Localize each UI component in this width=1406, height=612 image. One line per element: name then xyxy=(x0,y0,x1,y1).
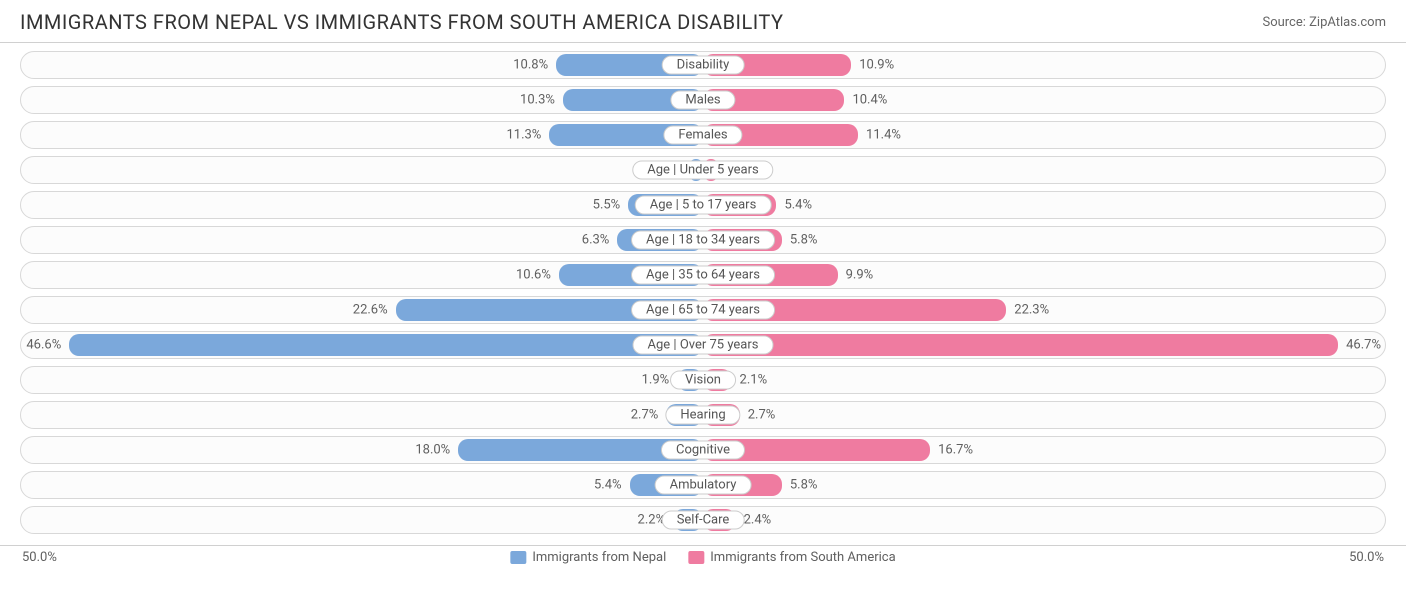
chart-row: 2.7% 2.7% Hearing xyxy=(20,401,1386,429)
category-label: Age | Under 5 years xyxy=(632,161,773,180)
legend-item-nepal: Immigrants from Nepal xyxy=(510,550,666,565)
category-label: Cognitive xyxy=(661,441,745,460)
value-left: 22.6% xyxy=(353,303,388,318)
value-right: 46.7% xyxy=(1346,338,1381,353)
chart-row: 5.4% 5.8% Ambulatory xyxy=(20,471,1386,499)
value-left: 10.8% xyxy=(513,58,548,73)
category-label: Females xyxy=(663,126,742,145)
value-left: 10.6% xyxy=(516,268,551,283)
chart-header: IMMIGRANTS FROM NEPAL VS IMMIGRANTS FROM… xyxy=(0,0,1406,42)
chart-row: 5.5% 5.4% Age | 5 to 17 years xyxy=(20,191,1386,219)
chart-footer: 50.0% Immigrants from Nepal Immigrants f… xyxy=(0,546,1406,565)
chart-row: 10.6% 9.9% Age | 35 to 64 years xyxy=(20,261,1386,289)
chart-row: 46.6% 46.7% Age | Over 75 years xyxy=(20,331,1386,359)
legend-label: Immigrants from South America xyxy=(710,550,895,565)
value-right: 2.1% xyxy=(740,373,768,388)
bar-right xyxy=(703,334,1338,356)
value-left: 18.0% xyxy=(415,443,450,458)
value-left: 46.6% xyxy=(26,338,61,353)
value-right: 5.4% xyxy=(784,198,812,213)
category-label: Males xyxy=(670,91,735,110)
value-left: 10.3% xyxy=(520,93,555,108)
legend: Immigrants from Nepal Immigrants from So… xyxy=(510,550,895,565)
category-label: Ambulatory xyxy=(655,476,752,495)
chart-row: 10.3% 10.4% Males xyxy=(20,86,1386,114)
chart-area: 10.8% 10.9% Disability 10.3% 10.4% Males 11.3%… xyxy=(0,42,1406,546)
category-label: Hearing xyxy=(665,406,740,425)
value-left: 5.5% xyxy=(593,198,621,213)
legend-swatch-icon xyxy=(688,551,704,564)
value-right: 2.4% xyxy=(744,513,772,528)
value-left: 1.9% xyxy=(642,373,670,388)
chart-row: 2.2%2.4%Self-Care xyxy=(20,506,1386,534)
category-label: Age | 18 to 34 years xyxy=(631,231,775,250)
value-left: 2.7% xyxy=(631,408,659,423)
value-right: 9.9% xyxy=(846,268,874,283)
legend-swatch-icon xyxy=(510,551,526,564)
chart-row: 1.9% 2.1% Vision xyxy=(20,366,1386,394)
category-label: Disability xyxy=(662,56,745,75)
chart-row: 22.6% 22.3% Age | 65 to 74 years xyxy=(20,296,1386,324)
value-right: 16.7% xyxy=(938,443,973,458)
chart-row: 10.8% 10.9% Disability xyxy=(20,51,1386,79)
value-right: 22.3% xyxy=(1014,303,1049,318)
chart-row: 6.3% 5.8% Age | 18 to 34 years xyxy=(20,226,1386,254)
category-label: Age | Over 75 years xyxy=(633,336,774,355)
chart-row: 11.3% 11.4% Females xyxy=(20,121,1386,149)
chart-source: Source: ZipAtlas.com xyxy=(1262,15,1386,30)
category-label: Vision xyxy=(670,371,736,390)
chart-title: IMMIGRANTS FROM NEPAL VS IMMIGRANTS FROM… xyxy=(20,10,784,34)
value-right: 11.4% xyxy=(866,128,901,143)
chart-row: 1.0%1.2%Age | Under 5 years xyxy=(20,156,1386,184)
bar-left xyxy=(69,334,703,356)
value-left: 5.4% xyxy=(594,478,622,493)
value-right: 2.7% xyxy=(748,408,776,423)
value-right: 10.4% xyxy=(852,93,887,108)
category-label: Self-Care xyxy=(662,511,745,530)
legend-label: Immigrants from Nepal xyxy=(532,550,666,565)
value-right: 5.8% xyxy=(790,233,818,248)
value-left: 6.3% xyxy=(582,233,610,248)
category-label: Age | 35 to 64 years xyxy=(631,266,775,285)
value-right: 10.9% xyxy=(859,58,894,73)
chart-row: 18.0% 16.7% Cognitive xyxy=(20,436,1386,464)
category-label: Age | 5 to 17 years xyxy=(635,196,772,215)
category-label: Age | 65 to 74 years xyxy=(631,301,775,320)
value-left: 11.3% xyxy=(506,128,541,143)
value-right: 5.8% xyxy=(790,478,818,493)
legend-item-south-america: Immigrants from South America xyxy=(688,550,895,565)
